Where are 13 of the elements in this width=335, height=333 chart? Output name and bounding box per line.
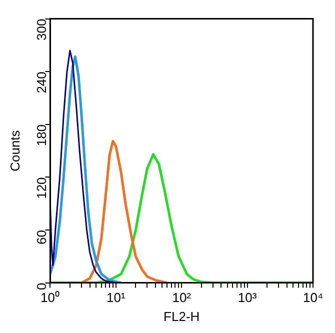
x-tick-label: 10⁰ [40,290,60,306]
x-tick-label: 10⁴ [302,290,324,306]
y-tick-label: 300 [34,18,49,41]
y-tick-label: 120 [34,177,49,199]
x-axis-title: FL2-H [164,308,200,324]
y-axis-title: Counts [7,130,22,172]
x-tick-label: 10³ [238,290,258,306]
x-tick-label: 10² [172,290,192,306]
x-tick-label: 10¹ [106,290,126,306]
y-tick-label: 180 [34,124,49,146]
y-tick-label: 60 [34,230,49,244]
y-tick-label: 240 [34,72,49,94]
y-tick-label: 0 [34,282,49,290]
